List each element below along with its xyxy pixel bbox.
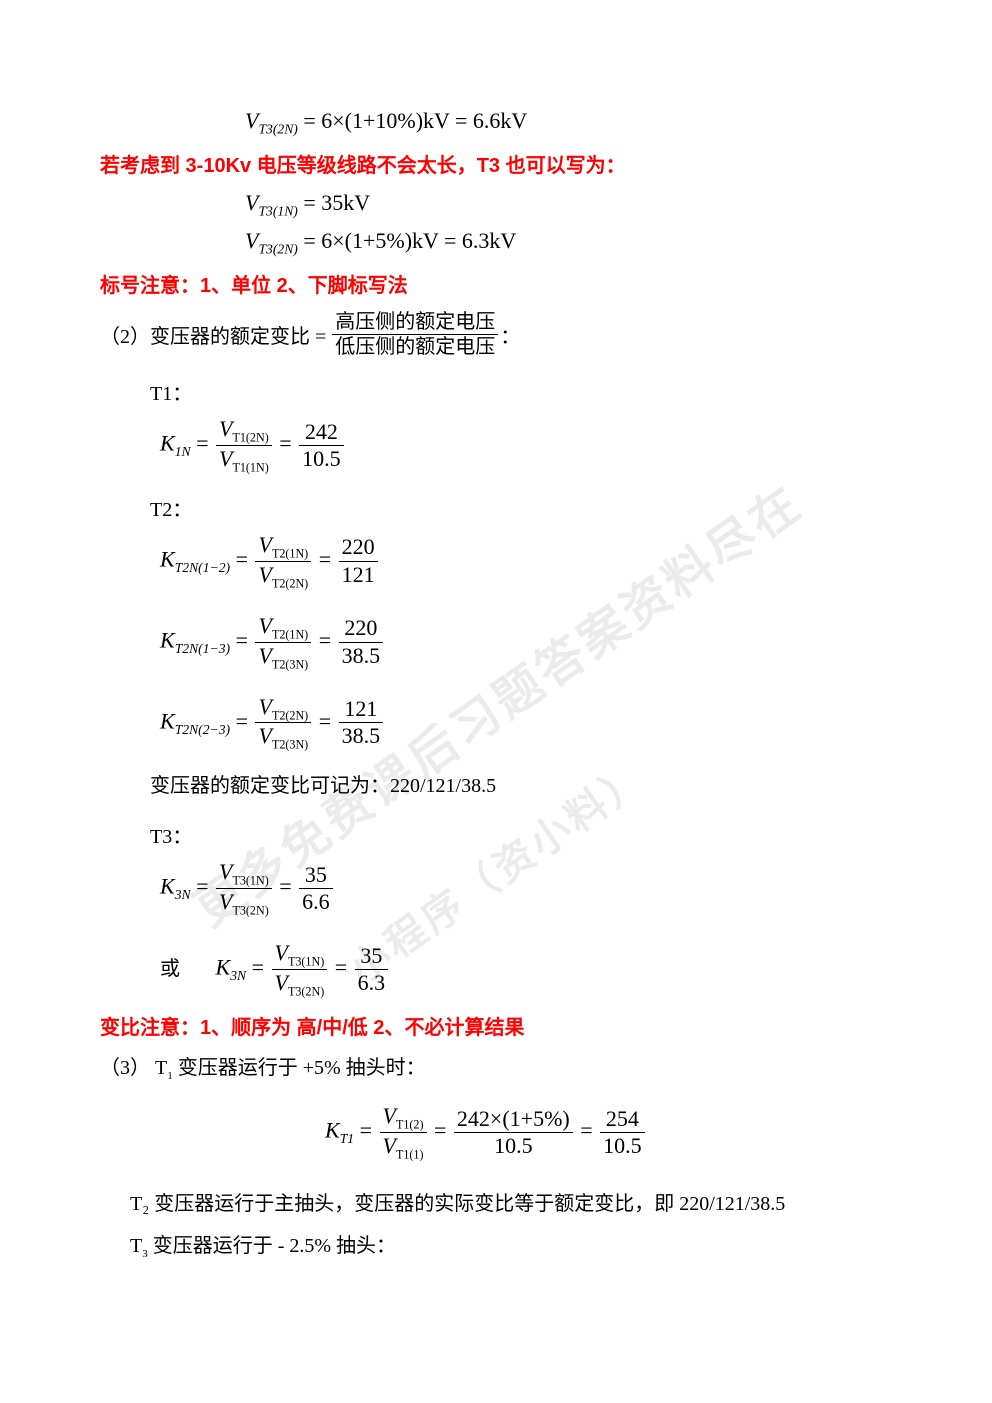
- equation-k2n-23: KT2N(2−3) = VT2(2N) VT2(3N) = 121 38.5: [100, 694, 892, 753]
- note-red-2: 标号注意：1、单位 2、下脚标写法: [100, 269, 892, 298]
- label-t1: T1：: [150, 377, 892, 406]
- label-t3: T3：: [150, 820, 892, 849]
- section-2-heading: （2）变压器的额定变比 = 高压侧的额定电压 低压侧的额定电压 ：: [100, 310, 892, 359]
- equation-k2n-13: KT2N(1−3) = VT2(1N) VT2(3N) = 220 38.5: [100, 613, 892, 672]
- equation-k2n-12: KT2N(1−2) = VT2(1N) VT2(2N) = 220 121: [100, 532, 892, 591]
- equation-k3n: K3N = VT3(1N) VT3(2N) = 35 6.6: [100, 859, 892, 918]
- ratio-note: 变压器的额定变比可记为：220/121/38.5: [150, 770, 892, 802]
- section-3-heading: （3） T1 变压器运行于 +5% 抽头时：: [100, 1052, 892, 1086]
- equation-vt3-2n-5pct: VT3(2N) = 6×(1+5%)kV = 6.3kV: [100, 228, 892, 257]
- equation-k3n-alt: 或 K3N = VT3(1N) VT3(2N) = 35 6.3: [100, 940, 892, 999]
- equation-k1n: K1N = VT1(2N) VT1(1N) = 242 10.5: [100, 416, 892, 475]
- equation-vt3-1n: VT3(1N) = 35kV: [100, 190, 892, 219]
- equation-kt1: KT1 = VT1(2) VT1(1) = 242×(1+5%) 10.5 = …: [100, 1103, 892, 1162]
- note-red-3: 变比注意：1、顺序为 高/中/低 2、不必计算结果: [100, 1011, 892, 1040]
- equation-vt3-2n-10pct: VT3(2N) = 6×(1+10%)kV = 6.6kV: [100, 108, 892, 137]
- t3-tap-note: T3 变压器运行于 - 2.5% 抽头：: [130, 1230, 892, 1264]
- label-t2: T2：: [150, 493, 892, 522]
- t2-tap-note: T₂ 变压器运行于主抽头，变压器的实际变比等于额定变比，即 220/121/38…: [130, 1188, 892, 1220]
- note-red-1: 若考虑到 3-10Kv 电压等级线路不会太长，T3 也可以写为：: [100, 149, 892, 178]
